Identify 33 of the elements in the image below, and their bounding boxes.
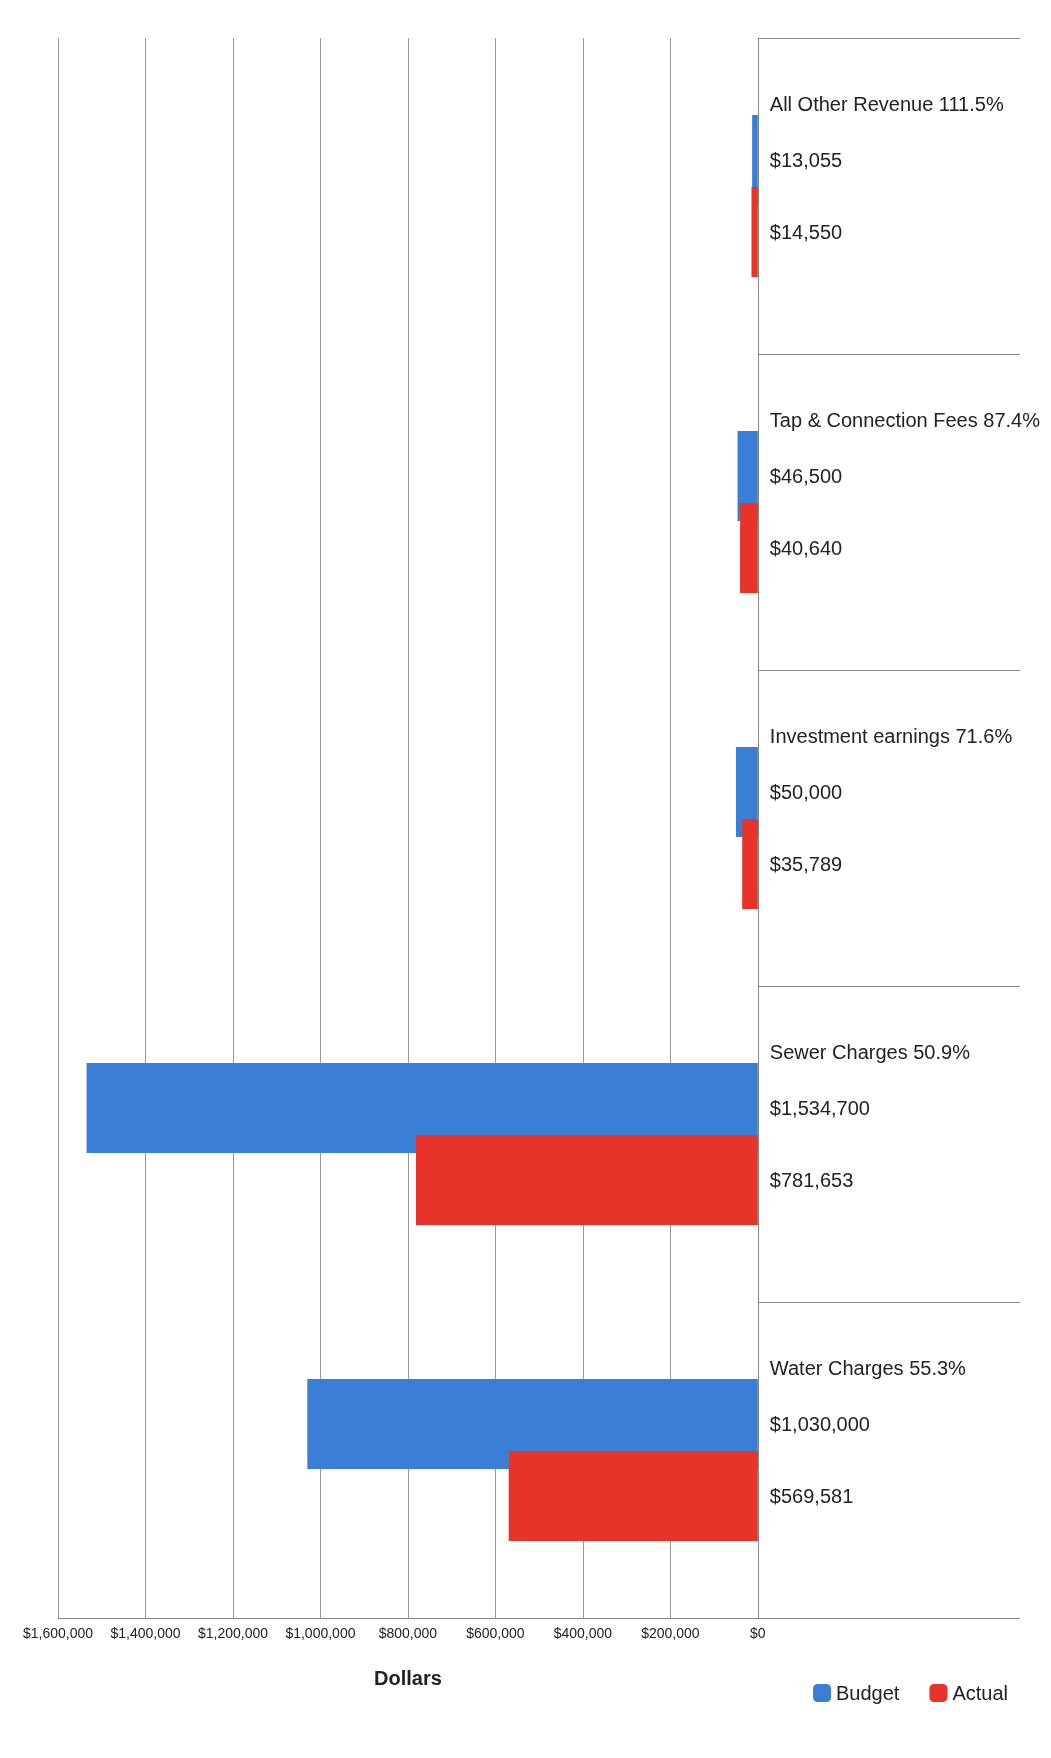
data-label: $1,030,000 [769,1413,870,1435]
data-label: $781,653 [769,1169,854,1191]
data-label: $1,534,700 [769,1097,870,1119]
data-label: $13,055 [769,149,843,171]
data-label: $569,581 [769,1485,854,1507]
legend-label: Actual [952,1682,1009,1704]
data-label: $35,789 [769,853,843,875]
y-tick-label: Investment earnings 71.6% [769,725,1013,747]
x-tick-label: $200,000 [641,1625,700,1641]
bar [751,187,758,277]
bar [742,819,758,909]
x-tick-label: $1,000,000 [285,1625,356,1641]
x-tick-label: $0 [750,1625,766,1641]
x-tick-label: $1,200,000 [197,1625,269,1641]
y-tick-label: Sewer Charges 50.9% [769,1041,971,1063]
y-tick-label: All Other Revenue 111.5% [769,93,1004,115]
x-tick-label: $1,400,000 [110,1625,181,1641]
bar [415,1135,758,1225]
data-label: $40,640 [769,537,843,559]
data-label: $50,000 [769,781,843,803]
x-tick-label: $400,000 [553,1625,613,1641]
y-tick-label: Tap & Connection Fees 87.4% [769,409,1041,431]
x-axis-title: Dollars [374,1667,442,1689]
bar [508,1451,758,1541]
x-tick-label: $600,000 [466,1625,525,1641]
x-tick-label: $800,000 [378,1625,438,1641]
bar [86,1063,758,1153]
data-label: $14,550 [769,221,843,243]
bar [740,503,758,593]
y-tick-label: Water Charges 55.3% [769,1357,967,1379]
data-label: $46,500 [769,465,843,487]
x-tick-label: $1,600,000 [22,1625,94,1641]
legend-label: Budget [836,1682,900,1704]
